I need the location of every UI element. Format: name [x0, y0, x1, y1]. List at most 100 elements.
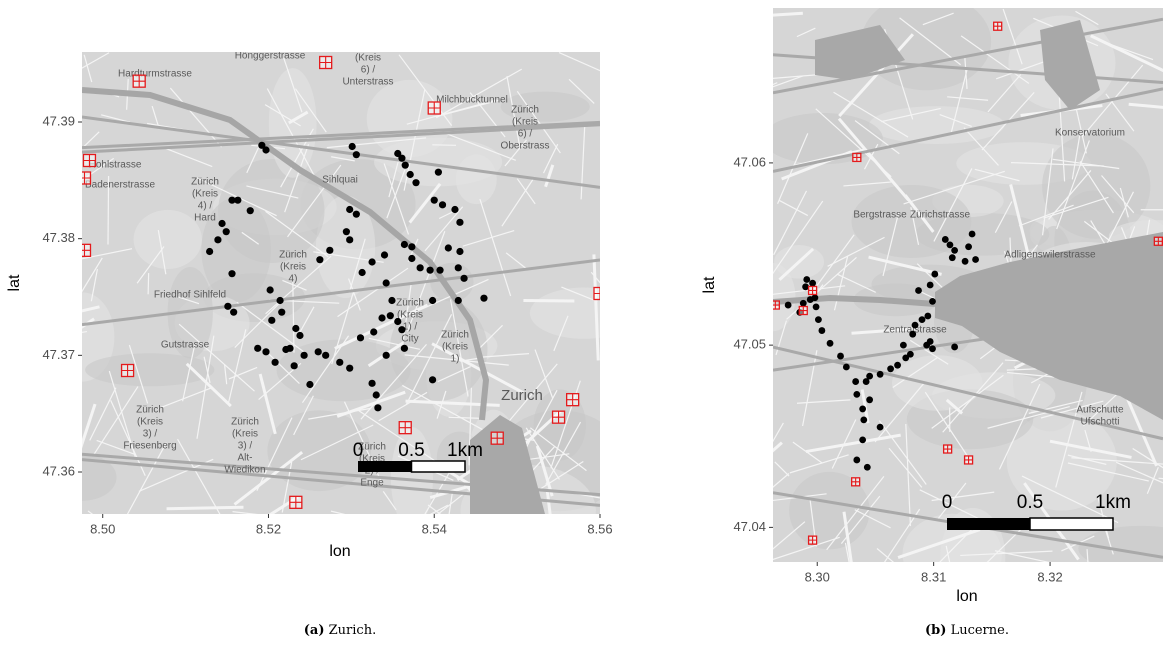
map-label: Milchbucktunnel: [436, 95, 508, 106]
scale-label: 0: [942, 492, 953, 513]
street: [789, 454, 849, 474]
y-axis-title: lat: [701, 276, 718, 293]
street: [280, 128, 314, 188]
street: [1071, 131, 1081, 180]
lake: [815, 25, 905, 80]
street: [1043, 196, 1109, 219]
station-cross: [133, 75, 146, 88]
x-tick-label: 8.54: [422, 521, 447, 536]
street: [282, 279, 307, 291]
route-point: [434, 168, 442, 176]
street: [773, 11, 803, 17]
scale-bar-black: [947, 518, 1030, 530]
route-point: [228, 270, 236, 278]
station-cross: [808, 286, 817, 295]
route-point: [444, 244, 452, 252]
street: [544, 164, 555, 188]
street: [773, 285, 846, 295]
route-point: [374, 404, 382, 412]
street: [233, 451, 304, 506]
street: [1106, 42, 1154, 61]
route-point: [887, 365, 894, 373]
street: [545, 488, 552, 514]
route-point: [926, 281, 934, 289]
street: [479, 198, 512, 297]
street: [1007, 371, 1055, 378]
street: [1052, 158, 1120, 170]
street: [1101, 175, 1135, 214]
scale-bar-white: [410, 460, 466, 473]
street: [89, 387, 117, 441]
street: [773, 82, 778, 86]
map-label: Alt-: [238, 453, 253, 464]
station-cross: [289, 496, 302, 509]
route-point: [266, 286, 274, 294]
main-road: [82, 115, 600, 189]
street: [998, 383, 1041, 470]
station-marker: [807, 535, 818, 545]
street: [101, 114, 131, 123]
street: [82, 248, 133, 260]
street: [358, 410, 437, 463]
route-point: [336, 358, 344, 366]
station-marker: [490, 431, 504, 445]
route-point: [314, 348, 322, 356]
map-label: Zürich: [358, 442, 386, 453]
route-point: [400, 240, 409, 249]
y-tick-label: 47.36: [42, 463, 75, 478]
route-point: [906, 350, 914, 358]
street: [1067, 454, 1107, 465]
route-point: [826, 339, 834, 347]
terrain-shade: [268, 68, 317, 178]
street: [176, 438, 221, 514]
caption: (a) Zurich.: [304, 623, 376, 638]
street: [854, 120, 900, 155]
route-point: [480, 294, 488, 302]
station-cross: [852, 153, 861, 162]
route-point: [451, 205, 459, 214]
street: [905, 424, 912, 527]
terrain-shade: [82, 453, 117, 501]
street: [268, 495, 299, 514]
street: [897, 528, 981, 559]
street: [838, 33, 915, 118]
route-point: [306, 380, 314, 389]
street: [424, 462, 456, 514]
route-point: [972, 256, 979, 263]
route-point: [262, 348, 270, 356]
map-panel: Zürichstrasse Konservatorium Adligenswiler…: [773, 8, 1163, 562]
street: [535, 445, 554, 497]
map-label: Gutstrasse: [161, 340, 210, 351]
main-road: [82, 123, 600, 154]
x-tick-label: 8.50: [90, 521, 115, 536]
station-cross: [82, 172, 91, 184]
street: [256, 417, 293, 492]
x-tick-label: 8.30: [805, 569, 830, 584]
route-point: [386, 312, 394, 320]
map-label: (Kreis: [280, 262, 306, 273]
street: [919, 489, 985, 522]
map-label: Zurich: [501, 387, 543, 404]
street: [844, 542, 850, 562]
map-label: (Kreis: [192, 189, 218, 200]
street: [986, 526, 1025, 562]
street: [506, 76, 521, 147]
street: [994, 201, 1013, 233]
street: [308, 407, 371, 420]
y-tick-label: 47.04: [733, 519, 766, 534]
route-point: [924, 312, 932, 320]
terrain-shade: [773, 113, 883, 165]
route-point: [278, 308, 286, 316]
street: [93, 386, 139, 455]
terrain-shade: [167, 266, 213, 359]
x-tick-label: 8.32: [1037, 569, 1062, 584]
street: [1049, 439, 1132, 459]
route-point: [322, 351, 330, 359]
route-point: [370, 328, 378, 336]
route-point: [401, 161, 409, 169]
street: [805, 433, 901, 454]
street: [964, 55, 968, 90]
street: [287, 164, 342, 238]
route-point: [398, 154, 406, 162]
route-point: [394, 149, 402, 158]
